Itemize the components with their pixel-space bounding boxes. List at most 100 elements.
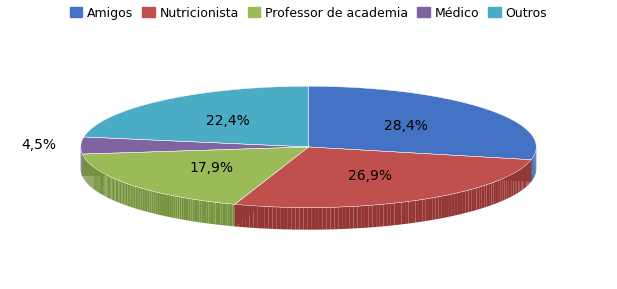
Polygon shape bbox=[180, 197, 181, 219]
Polygon shape bbox=[102, 173, 103, 195]
Polygon shape bbox=[518, 170, 520, 192]
Polygon shape bbox=[90, 164, 91, 187]
Text: 17,9%: 17,9% bbox=[189, 161, 233, 175]
Polygon shape bbox=[163, 194, 165, 216]
Polygon shape bbox=[144, 189, 146, 212]
Polygon shape bbox=[235, 204, 239, 227]
Polygon shape bbox=[346, 207, 350, 229]
Polygon shape bbox=[384, 204, 387, 226]
Polygon shape bbox=[235, 147, 531, 208]
Polygon shape bbox=[530, 160, 531, 183]
Polygon shape bbox=[391, 203, 394, 226]
Polygon shape bbox=[288, 208, 292, 229]
Polygon shape bbox=[261, 206, 265, 229]
Polygon shape bbox=[209, 201, 211, 224]
Polygon shape bbox=[225, 203, 228, 226]
Polygon shape bbox=[147, 190, 149, 212]
Polygon shape bbox=[108, 176, 109, 198]
Polygon shape bbox=[471, 189, 474, 212]
Polygon shape bbox=[365, 205, 369, 228]
Polygon shape bbox=[117, 180, 118, 202]
Polygon shape bbox=[408, 201, 412, 223]
Polygon shape bbox=[169, 195, 171, 217]
Polygon shape bbox=[524, 166, 525, 189]
Polygon shape bbox=[184, 198, 186, 220]
Polygon shape bbox=[171, 195, 173, 218]
Polygon shape bbox=[442, 196, 445, 218]
Polygon shape bbox=[137, 187, 139, 210]
Polygon shape bbox=[157, 192, 159, 215]
Polygon shape bbox=[331, 207, 334, 229]
Polygon shape bbox=[233, 204, 235, 226]
Polygon shape bbox=[175, 196, 178, 218]
Polygon shape bbox=[82, 147, 308, 204]
Polygon shape bbox=[402, 202, 405, 224]
Polygon shape bbox=[155, 192, 157, 214]
Polygon shape bbox=[136, 186, 137, 209]
Polygon shape bbox=[91, 165, 92, 188]
Polygon shape bbox=[342, 207, 346, 229]
Polygon shape bbox=[161, 193, 163, 216]
Polygon shape bbox=[284, 207, 288, 229]
Polygon shape bbox=[96, 169, 97, 191]
Polygon shape bbox=[134, 186, 136, 208]
Polygon shape bbox=[457, 192, 460, 215]
Polygon shape bbox=[521, 168, 523, 191]
Polygon shape bbox=[127, 184, 129, 206]
Polygon shape bbox=[338, 207, 342, 229]
Polygon shape bbox=[412, 201, 415, 223]
Polygon shape bbox=[311, 208, 315, 230]
Text: 26,9%: 26,9% bbox=[348, 169, 392, 183]
Polygon shape bbox=[508, 175, 510, 198]
Polygon shape bbox=[350, 206, 354, 229]
Polygon shape bbox=[296, 208, 299, 230]
Polygon shape bbox=[98, 170, 99, 193]
Polygon shape bbox=[334, 207, 338, 229]
Polygon shape bbox=[235, 147, 308, 226]
Polygon shape bbox=[106, 174, 107, 197]
Polygon shape bbox=[373, 205, 376, 227]
Polygon shape bbox=[479, 186, 482, 209]
Polygon shape bbox=[429, 198, 433, 221]
Text: 28,4%: 28,4% bbox=[384, 119, 428, 133]
Polygon shape bbox=[204, 201, 206, 223]
Polygon shape bbox=[354, 206, 357, 229]
Polygon shape bbox=[129, 184, 131, 207]
Polygon shape bbox=[491, 182, 494, 205]
Polygon shape bbox=[496, 181, 498, 203]
Polygon shape bbox=[139, 188, 141, 210]
Polygon shape bbox=[489, 183, 491, 206]
Polygon shape bbox=[525, 165, 526, 188]
Polygon shape bbox=[529, 161, 530, 184]
Polygon shape bbox=[398, 202, 402, 225]
Polygon shape bbox=[357, 206, 361, 228]
Polygon shape bbox=[474, 188, 476, 211]
Polygon shape bbox=[405, 201, 408, 224]
Polygon shape bbox=[448, 194, 451, 217]
Polygon shape bbox=[195, 199, 197, 222]
Polygon shape bbox=[181, 197, 184, 220]
Polygon shape bbox=[520, 168, 521, 192]
Polygon shape bbox=[526, 164, 528, 187]
Polygon shape bbox=[93, 167, 94, 190]
Polygon shape bbox=[460, 192, 463, 214]
Polygon shape bbox=[369, 205, 373, 227]
Polygon shape bbox=[151, 191, 154, 213]
Polygon shape bbox=[132, 185, 134, 208]
Polygon shape bbox=[101, 172, 102, 194]
Polygon shape bbox=[415, 200, 419, 223]
Polygon shape bbox=[498, 180, 500, 203]
Polygon shape bbox=[308, 147, 531, 182]
Polygon shape bbox=[436, 197, 439, 219]
Polygon shape bbox=[228, 204, 230, 226]
Polygon shape bbox=[292, 208, 296, 229]
Polygon shape bbox=[487, 184, 489, 207]
Polygon shape bbox=[246, 205, 250, 228]
Polygon shape bbox=[149, 190, 151, 213]
Polygon shape bbox=[451, 194, 454, 216]
Polygon shape bbox=[230, 204, 233, 226]
Polygon shape bbox=[100, 171, 101, 194]
Polygon shape bbox=[199, 200, 202, 223]
Polygon shape bbox=[468, 189, 471, 212]
Polygon shape bbox=[120, 181, 122, 203]
